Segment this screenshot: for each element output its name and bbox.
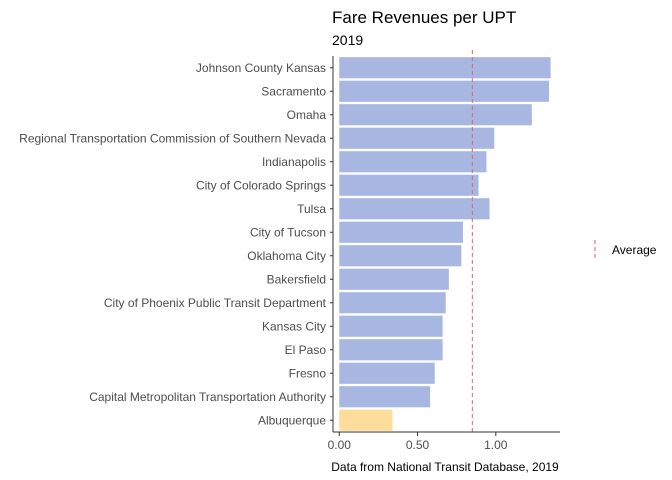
bar-0 — [339, 57, 551, 79]
category-label-11: Kansas City — [262, 319, 326, 333]
legend-label-average: Average — [612, 243, 657, 257]
bar-4 — [339, 151, 487, 173]
category-label-12: El Paso — [285, 343, 327, 357]
category-labels: Johnson County Kansas Sacramento Omaha Regi… — [19, 61, 327, 428]
chart-subtitle: 2019 — [332, 32, 363, 48]
category-label-0: Johnson County Kansas — [196, 61, 326, 75]
x-tick-label-2: 1.00 — [484, 438, 508, 452]
category-label-8: Oklahoma City — [247, 249, 326, 263]
bar-11 — [339, 315, 443, 337]
category-label-1: Sacramento — [261, 84, 326, 98]
bar-12 — [339, 339, 443, 361]
bar-1 — [339, 80, 550, 102]
category-label-14: Capital Metropolitan Transportation Auth… — [89, 390, 326, 404]
chart-caption: Data from National Transit Database, 201… — [331, 460, 559, 474]
bars-layer — [339, 57, 551, 431]
bar-8 — [339, 245, 462, 267]
category-label-10: City of Phoenix Public Transit Departmen… — [104, 296, 327, 310]
category-label-3: Regional Transportation Commission of So… — [19, 131, 326, 145]
bar-5 — [339, 174, 479, 196]
bar-7 — [339, 221, 463, 243]
bar-14 — [339, 386, 431, 408]
axis-layer: 0.00 0.50 1.00 — [328, 56, 560, 452]
x-tick-label-0: 0.00 — [328, 438, 352, 452]
category-label-4: Indianapolis — [262, 155, 326, 169]
category-label-15: Albuquerque — [258, 413, 326, 427]
category-label-5: City of Colorado Springs — [196, 178, 326, 192]
chart-title: Fare Revenues per UPT — [332, 8, 516, 27]
bar-2 — [339, 104, 532, 126]
category-label-2: Omaha — [287, 108, 327, 122]
legend: Average — [594, 240, 657, 260]
bar-9 — [339, 268, 449, 290]
bar-10 — [339, 292, 446, 314]
category-label-13: Fresno — [289, 366, 327, 380]
x-tick-label-1: 0.50 — [406, 438, 430, 452]
bar-15 — [339, 409, 393, 431]
category-label-9: Bakersfield — [267, 272, 326, 286]
category-label-6: Tulsa — [297, 202, 326, 216]
bar-3 — [339, 127, 495, 149]
category-label-7: City of Tucson — [250, 225, 326, 239]
bar-13 — [339, 362, 435, 384]
bar-6 — [339, 198, 490, 220]
